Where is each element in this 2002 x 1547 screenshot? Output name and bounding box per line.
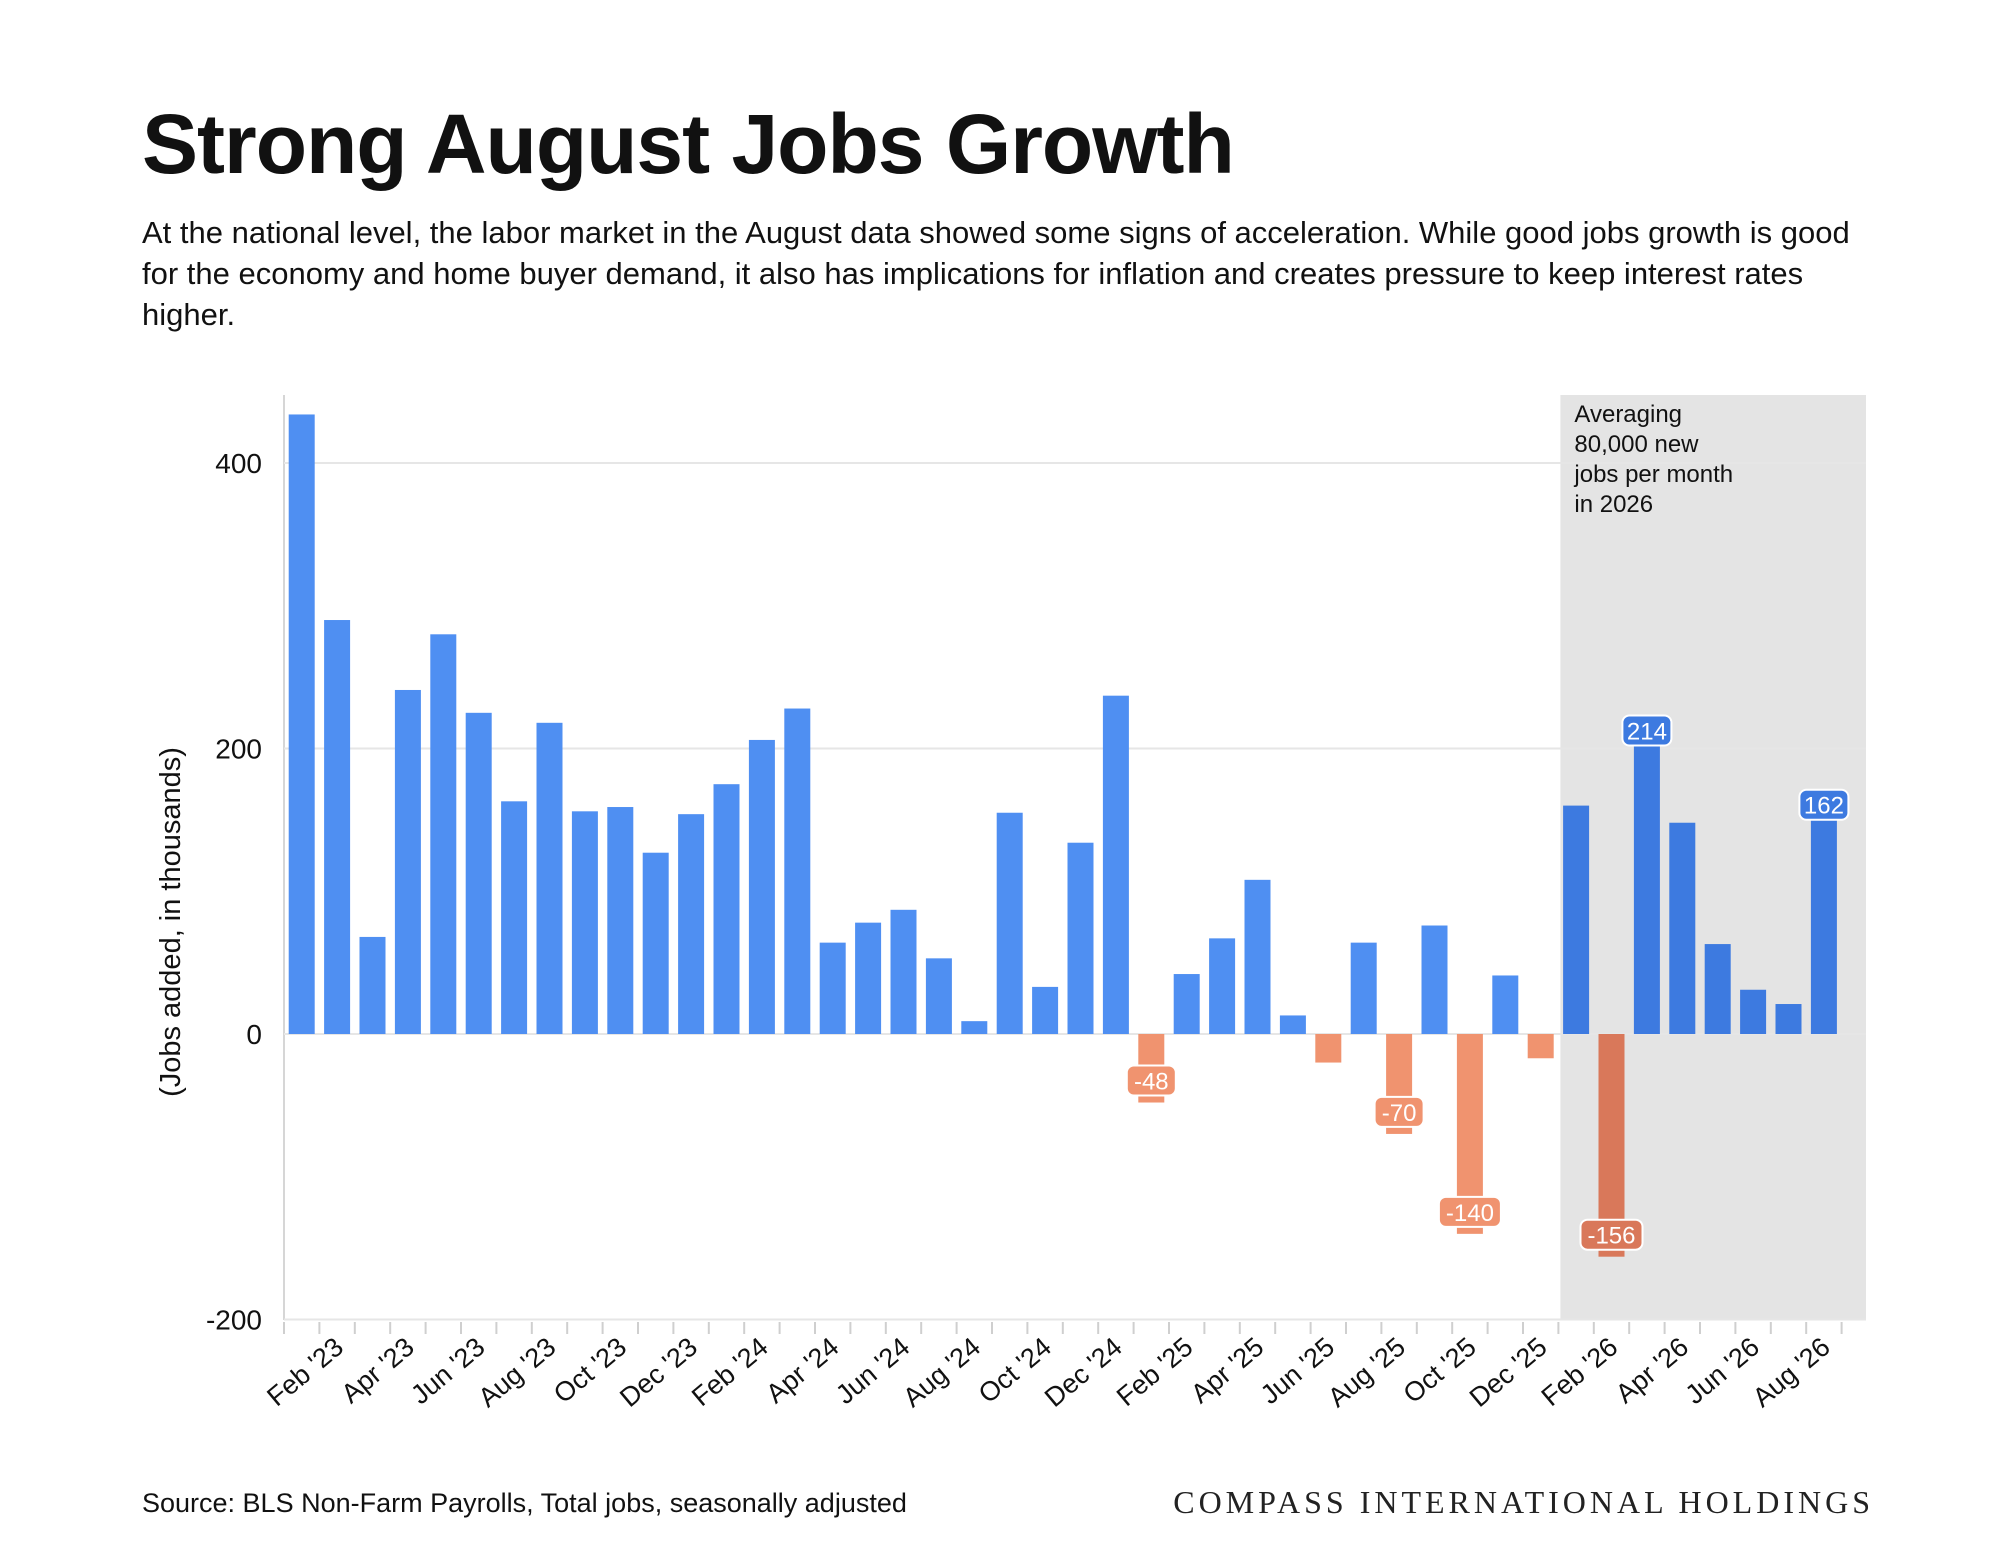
bar: [996, 812, 1023, 1034]
bar: [1350, 942, 1377, 1034]
chart-subtitle: At the national level, the labor market …: [142, 215, 1850, 332]
bar: [465, 712, 492, 1034]
bar: [784, 708, 811, 1034]
bar: [1315, 1034, 1342, 1063]
bar: [1067, 842, 1094, 1034]
x-tick-label: Jun '24: [830, 1332, 915, 1410]
x-tick-label: Feb '26: [1536, 1332, 1624, 1412]
bar: [1421, 925, 1448, 1034]
annotation-line: Averaging: [1574, 401, 1682, 428]
x-tick-label: Apr '25: [1185, 1332, 1269, 1409]
bar: [890, 909, 917, 1034]
bar: [607, 807, 634, 1034]
annotation: Averaging 80,000 new jobs per month in 2026: [1573, 401, 1733, 518]
bar: [1633, 728, 1660, 1034]
x-tick-label: Apr '24: [760, 1332, 844, 1409]
x-tick-label: Dec '23: [614, 1332, 703, 1413]
data-labels: -48 -70 -140 -156 214 162: [1125, 714, 1850, 1251]
bar: [1775, 1004, 1802, 1034]
bar: [430, 634, 457, 1034]
y-tick-label: 0: [246, 1019, 262, 1050]
x-tick-label: Feb '25: [1111, 1332, 1199, 1412]
y-tick-label: 200: [215, 734, 262, 765]
bar: [1527, 1034, 1554, 1059]
bar: [501, 801, 528, 1034]
bar: [678, 814, 705, 1034]
bar: [536, 722, 563, 1034]
bar: [1244, 879, 1271, 1034]
y-axis-label: (Jobs added, in thousands): [155, 747, 187, 1097]
bar: [359, 936, 386, 1034]
bar: [961, 1021, 988, 1034]
annotation-line: 80,000 new: [1574, 431, 1699, 458]
data-label: -70: [1382, 1100, 1417, 1127]
data-label-box: [1373, 1095, 1425, 1128]
chart-title: Strong August Jobs Growth: [142, 97, 1235, 191]
bar: [1492, 975, 1519, 1034]
annotation-line: in 2026: [1574, 491, 1653, 518]
bar: [1102, 695, 1129, 1034]
data-label: 162: [1804, 793, 1844, 820]
data-label-box: [1621, 714, 1673, 747]
data-label: -48: [1134, 1069, 1169, 1096]
bar: [1740, 989, 1767, 1034]
bar: [819, 942, 846, 1034]
bar: [925, 958, 952, 1034]
x-tick-label: Apr '23: [336, 1332, 420, 1409]
bar: [1209, 938, 1236, 1034]
bar: [1669, 822, 1696, 1034]
source-note: Source: BLS Non-Farm Payrolls, Total job…: [142, 1488, 907, 1518]
bar: [288, 414, 315, 1035]
data-label-box: [1798, 788, 1850, 821]
data-label-box: [1437, 1195, 1502, 1228]
bar: [1032, 986, 1059, 1034]
x-tick-label: Jun '23: [405, 1332, 490, 1410]
bar: [324, 620, 351, 1034]
x-tick-label: Jun '26: [1680, 1332, 1765, 1410]
bar: [571, 811, 598, 1034]
bar: [1704, 944, 1731, 1034]
bar: [855, 922, 882, 1034]
x-tick-label: Feb '24: [686, 1332, 774, 1412]
x-tick-label: Aug '24: [897, 1332, 986, 1413]
annotation-line: jobs per month: [1573, 461, 1733, 488]
x-tick-label: Aug '23: [473, 1332, 562, 1413]
bar: [1810, 802, 1837, 1034]
bar: [713, 784, 740, 1034]
bar: [394, 689, 421, 1034]
data-label: 214: [1627, 719, 1667, 746]
y-axis-ticks: -200 0 200 400: [206, 448, 262, 1336]
y-tick-label: -200: [206, 1305, 262, 1336]
bar: [748, 739, 775, 1034]
bar: [1563, 805, 1590, 1034]
data-label: -156: [1587, 1223, 1635, 1250]
data-label-box: [1125, 1064, 1177, 1097]
data-label: -140: [1446, 1200, 1494, 1227]
x-tick-label: Feb '23: [261, 1332, 349, 1412]
bar-chart: -200 0 200 400 -48 -70 -140 -156 214 162 Feb '23…: [155, 395, 1866, 1413]
bar: [642, 852, 669, 1034]
y-tick-label: 400: [215, 448, 262, 479]
x-tick-label: Aug '26: [1747, 1332, 1836, 1413]
x-tick-label: Apr '26: [1610, 1332, 1694, 1409]
brand-logo: COMPASS INTERNATIONAL HOLDINGS: [1173, 1484, 1874, 1520]
data-label-box: [1579, 1218, 1644, 1251]
x-tick-label: Jun '25: [1255, 1332, 1340, 1410]
bar: [1279, 1015, 1306, 1034]
x-tick-label: Aug '25: [1322, 1332, 1411, 1413]
x-tick-label: Dec '24: [1039, 1332, 1128, 1413]
bar: [1173, 974, 1200, 1034]
x-tick-label: Dec '25: [1464, 1332, 1553, 1413]
